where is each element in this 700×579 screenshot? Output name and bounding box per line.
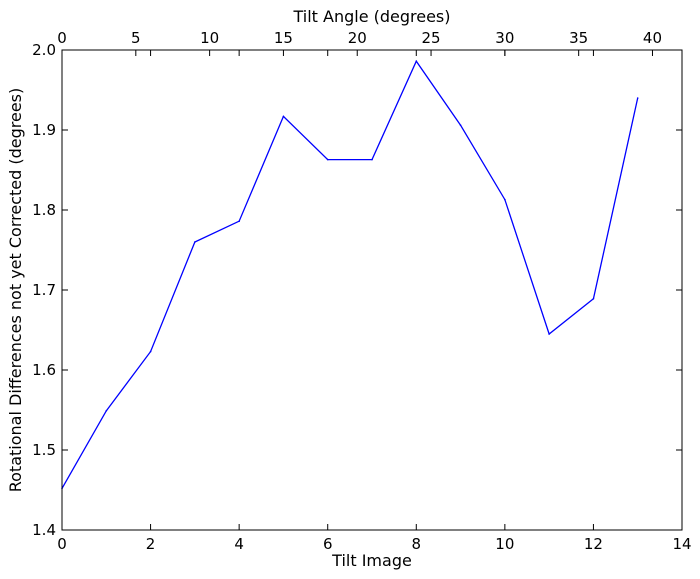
data-point bbox=[415, 60, 418, 62]
x-tick-label: 12 bbox=[584, 535, 603, 553]
top-x-tick-label: 0 bbox=[57, 29, 67, 47]
data-point bbox=[504, 198, 506, 201]
y-tick-label: 1.5 bbox=[32, 441, 56, 459]
y-tick-label: 1.6 bbox=[32, 361, 56, 379]
data-point bbox=[238, 220, 240, 222]
y-tick-label: 1.4 bbox=[32, 521, 56, 539]
y-tick-label: 2.0 bbox=[32, 41, 56, 59]
y-tick-label: 1.8 bbox=[32, 201, 56, 219]
top-x-tick-label: 15 bbox=[274, 29, 293, 47]
x-tick-label: 14 bbox=[672, 535, 691, 553]
axis-ticks: 0 2 4 6 8 10 12 14 0 5 10 15 20 25 30 35 40 1.4 1.5 1.6 1.7 1… bbox=[32, 29, 691, 553]
series-layer bbox=[61, 59, 639, 490]
plot-frame bbox=[61, 49, 683, 531]
x-tick-label: 2 bbox=[146, 535, 156, 553]
top-x-tick-label: 10 bbox=[200, 29, 219, 47]
top-x-tick-label: 40 bbox=[643, 29, 662, 47]
top-x-tick-label: 5 bbox=[131, 29, 141, 47]
data-point bbox=[105, 410, 108, 412]
x-axis-label: Tilt Image bbox=[331, 551, 412, 570]
top-x-tick-label: 30 bbox=[495, 29, 514, 47]
data-point bbox=[282, 115, 285, 118]
top-x-tick-label: 25 bbox=[422, 29, 441, 47]
x-tick-label: 10 bbox=[495, 535, 514, 553]
data-point bbox=[459, 124, 462, 126]
x-tick-label: 6 bbox=[323, 535, 333, 553]
y-axis-label: Rotational Differences not yet Corrected… bbox=[6, 88, 25, 493]
data-point bbox=[636, 97, 639, 99]
data-point bbox=[149, 350, 152, 353]
data-point bbox=[371, 158, 373, 161]
x-tick-label: 0 bbox=[57, 535, 67, 553]
y-tick-label: 1.9 bbox=[32, 121, 56, 139]
top-x-tick-label: 35 bbox=[569, 29, 588, 47]
x-tick-label: 4 bbox=[234, 535, 244, 553]
data-point bbox=[194, 241, 196, 243]
data-point bbox=[326, 158, 329, 161]
top-x-axis-label: Tilt Angle (degrees) bbox=[292, 7, 450, 26]
data-point bbox=[592, 298, 595, 300]
series-line bbox=[61, 59, 639, 489]
top-x-tick-label: 20 bbox=[348, 29, 367, 47]
x-tick-label: 8 bbox=[412, 535, 422, 553]
y-tick-label: 1.7 bbox=[32, 281, 56, 299]
data-point bbox=[548, 333, 550, 335]
